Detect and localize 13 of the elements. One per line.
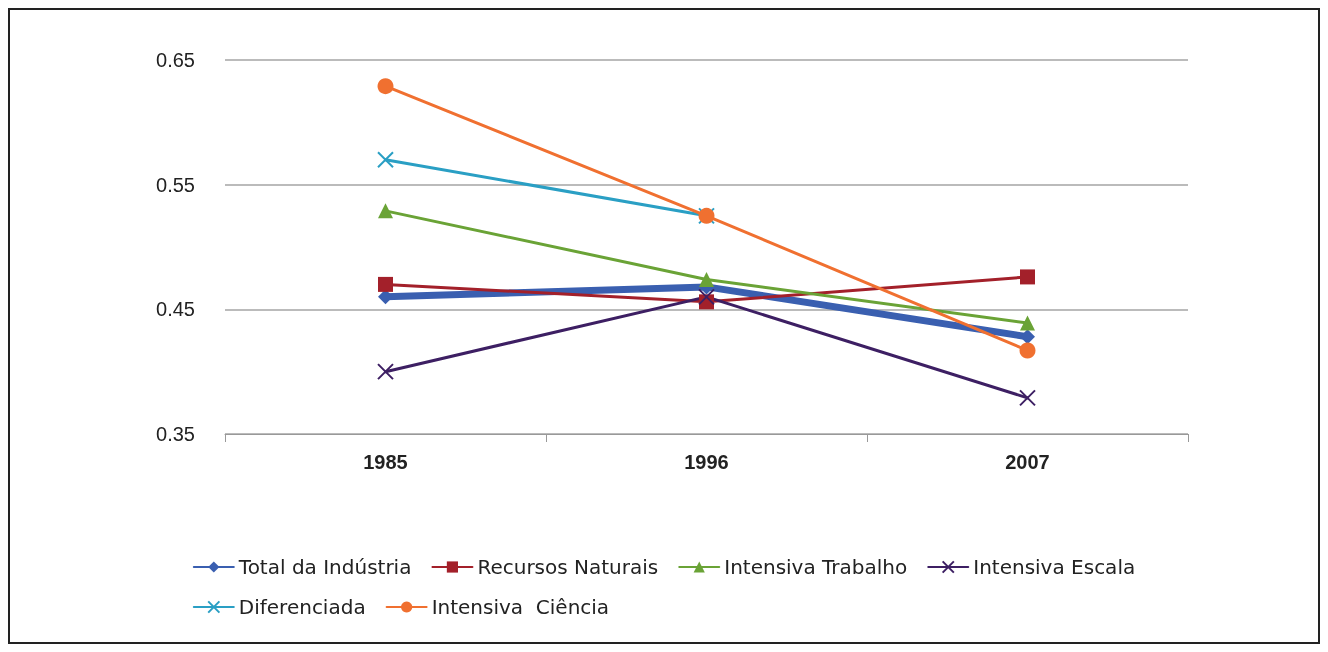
- legend-label: Diferenciada: [238, 595, 366, 619]
- x-tick-label: 2007: [1005, 451, 1050, 473]
- legend-label: Intensiva Escala: [973, 555, 1136, 579]
- legend-label: Recursos Naturais: [477, 555, 659, 579]
- y-tick-label: 0.45: [156, 298, 195, 321]
- y-tick-label: 0.65: [156, 49, 195, 71]
- y-tick-label: 0.55: [156, 173, 195, 196]
- y-tick-label: 0.35: [156, 423, 195, 445]
- legend-label: Total da Indústria: [237, 555, 412, 579]
- x-tick-label: 1985: [363, 451, 408, 473]
- x-tick-label: 1996: [684, 451, 729, 473]
- legend-label: Intensiva Ciência: [431, 595, 610, 619]
- legend-label: Intensiva Trabalho: [724, 555, 908, 579]
